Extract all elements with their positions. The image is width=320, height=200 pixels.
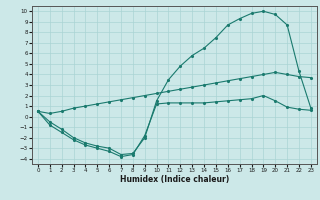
X-axis label: Humidex (Indice chaleur): Humidex (Indice chaleur) — [120, 175, 229, 184]
